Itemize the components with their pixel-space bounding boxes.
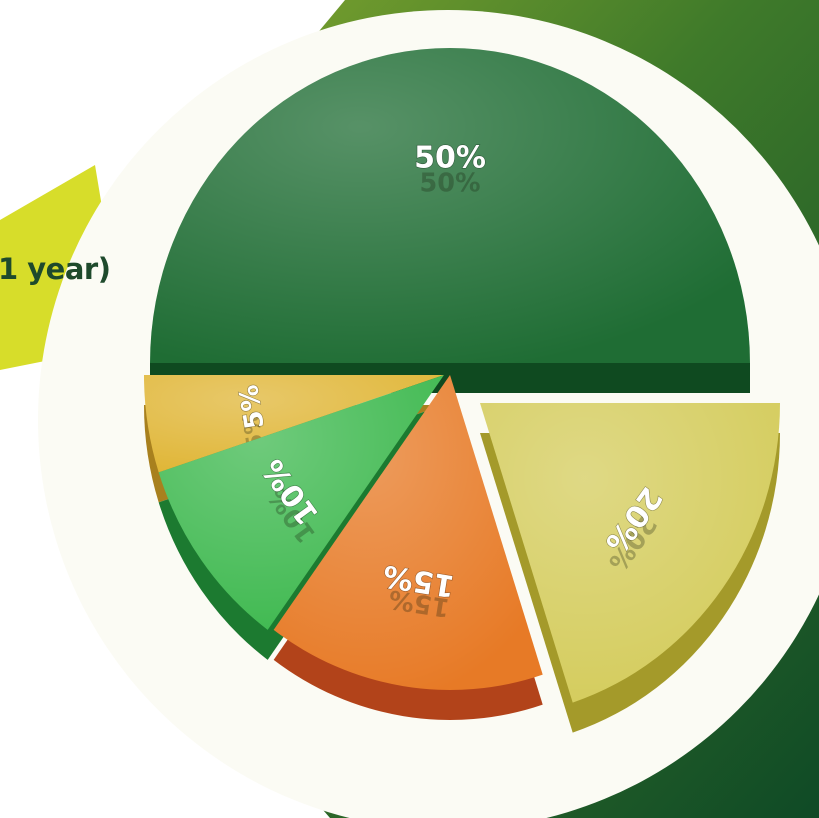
slice-10pct-highlight	[158, 375, 444, 630]
slice-50pct-label: 50%	[414, 141, 486, 176]
slice-20pct-highlight	[480, 403, 780, 703]
chart-title-fragment: 1 year)	[0, 252, 111, 286]
slice-50pct-highlight	[150, 48, 750, 363]
slice-5pct-highlight	[144, 375, 444, 473]
pie-chart: 50%50%5%5%10%10%15%15%20%20%	[144, 48, 780, 733]
slice-50pct-label-reflection: 50%	[419, 169, 480, 199]
slice-15pct-highlight	[273, 375, 543, 690]
slice-5pct-label: 5%	[234, 383, 271, 431]
